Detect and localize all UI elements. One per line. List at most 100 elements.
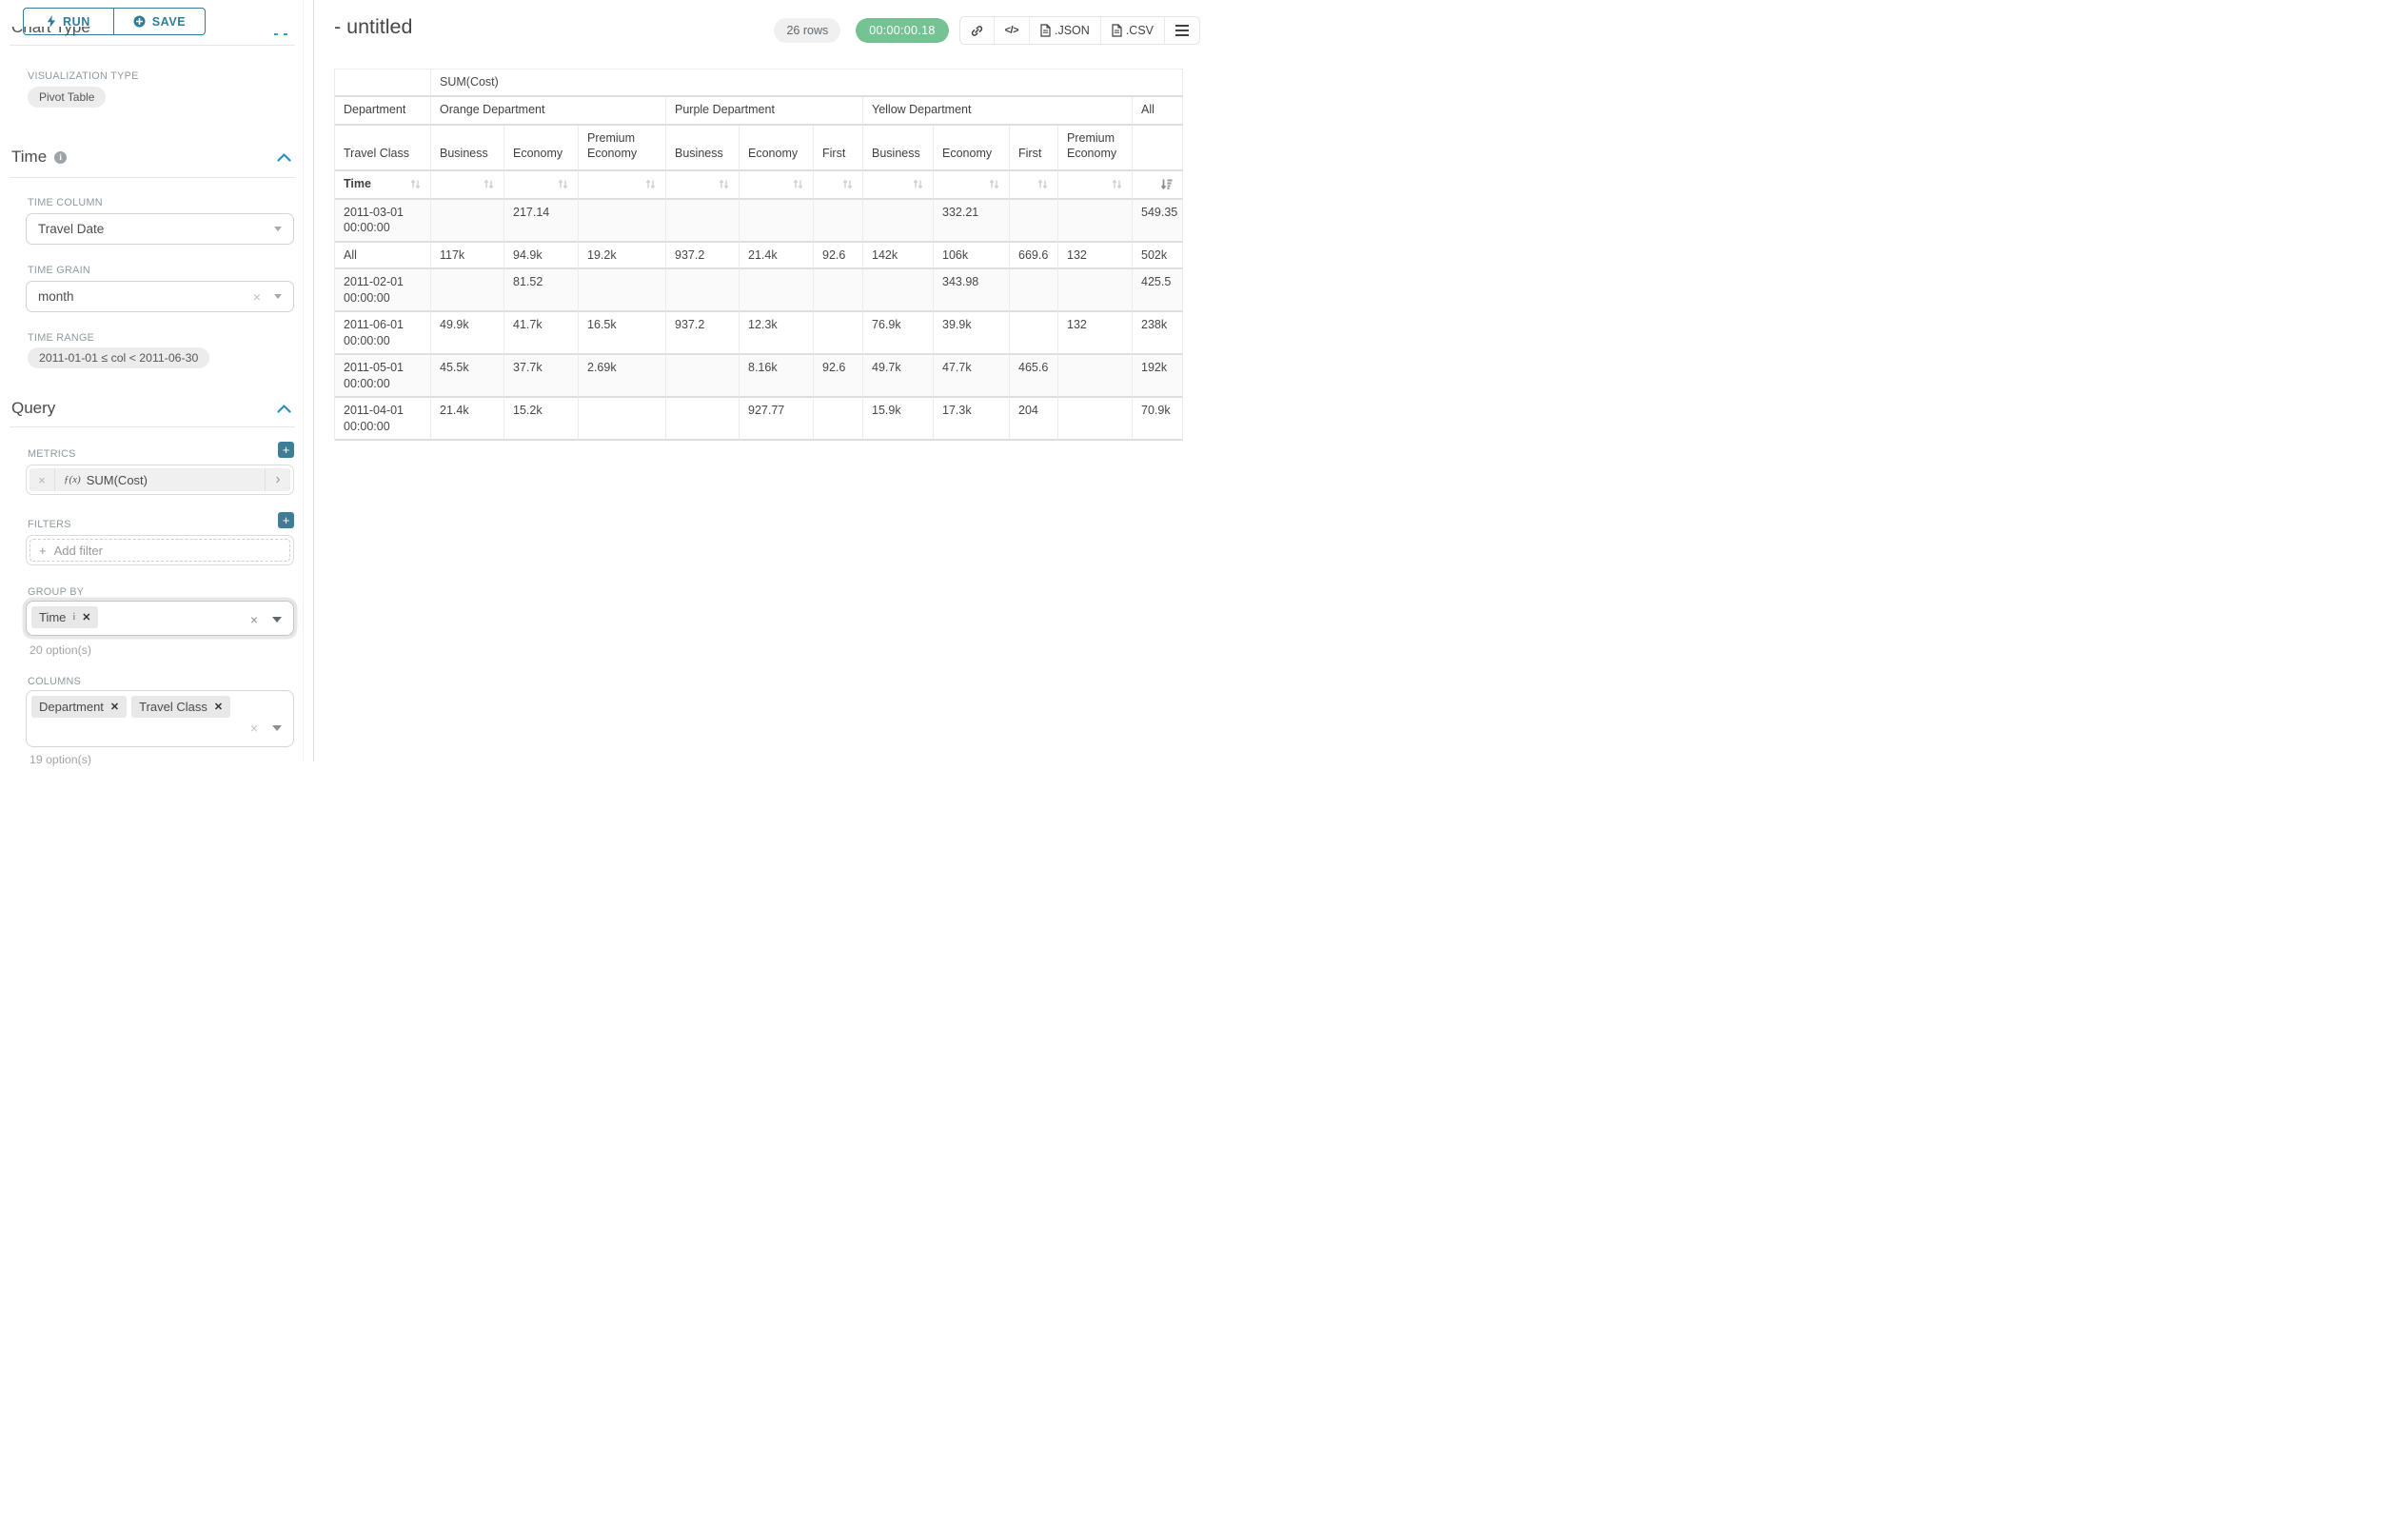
metric-header-row: SUM(Cost) (335, 69, 1184, 97)
sort-icon[interactable] (841, 178, 854, 190)
sort-icon[interactable] (644, 178, 657, 190)
pivot-table-container: SUM(Cost) Department Orange Department Pur… (334, 69, 1184, 441)
sort-cell[interactable] (1133, 170, 1184, 200)
pivot-cell: 132 (1058, 242, 1133, 269)
pivot-cell: 92.6 (814, 242, 863, 269)
sort-icon[interactable] (483, 178, 495, 190)
pivot-row-label: 2011-06-01 00:00:00 (335, 312, 431, 355)
selected-tag[interactable]: Travel Class ✕ (131, 696, 231, 718)
chart-title[interactable]: - untitled (334, 15, 413, 38)
group-by-options-hint: 20 option(s) (30, 643, 91, 657)
pivot-cell: 16.5k (579, 312, 666, 355)
metric-name: SUM(Cost) (86, 472, 148, 487)
view-query-button[interactable]: </> (994, 17, 1030, 44)
pivot-row-label: All (335, 242, 431, 269)
clear-icon[interactable]: × (252, 288, 261, 305)
fx-icon: ƒ(x) (64, 474, 81, 485)
chevron-up-icon[interactable] (277, 152, 291, 162)
chevron-right-icon[interactable]: › (265, 468, 290, 491)
pivot-cell: 15.2k (504, 398, 579, 441)
caret-down-icon[interactable] (272, 617, 282, 623)
pivot-cell (1058, 199, 1133, 243)
export-csv-button[interactable]: .CSV (1100, 17, 1165, 44)
selected-tag[interactable]: Time i ✕ (31, 606, 99, 628)
add-filter-control[interactable]: + Add filter (26, 535, 294, 565)
travel-class-header: Business (666, 125, 740, 171)
run-button[interactable]: RUN (23, 8, 114, 35)
visualization-type-value[interactable]: Pivot Table (28, 87, 107, 108)
caret-down-icon (274, 294, 282, 299)
time-range-value[interactable]: 2011-01-01 ≤ col < 2011-06-30 (28, 347, 210, 368)
panel-divider[interactable] (313, 0, 314, 762)
pivot-table: SUM(Cost) Department Orange Department Pur… (334, 69, 1184, 441)
pivot-cell: 8.16k (740, 355, 814, 398)
sort-icon[interactable] (1036, 178, 1049, 190)
chevron-up-icon[interactable] (277, 404, 291, 413)
pivot-cell (814, 199, 863, 243)
travel-class-header: First (814, 125, 863, 171)
info-icon[interactable]: i (72, 612, 76, 623)
pivot-cell (1010, 312, 1058, 355)
sort-cell[interactable] (1058, 170, 1133, 200)
time-grain-label: TIME GRAIN (28, 265, 90, 276)
sort-icon[interactable] (557, 178, 569, 190)
export-json-button[interactable]: .JSON (1030, 17, 1101, 44)
sort-icon[interactable] (1111, 178, 1123, 190)
export-csv-label: .CSV (1125, 24, 1154, 37)
metric-control[interactable]: × ƒ(x) SUM(Cost) › (26, 465, 294, 495)
sort-icon[interactable] (718, 178, 730, 190)
sort-cell[interactable] (431, 170, 504, 200)
selected-tag[interactable]: Department ✕ (31, 696, 128, 718)
pivot-row-label: 2011-05-01 00:00:00 (335, 355, 431, 398)
pivot-data-row: 2011-03-01 00:00:00 217.14 332.21 549.35 (335, 199, 1184, 243)
sort-cell[interactable] (740, 170, 814, 200)
group-by-select[interactable]: Time i ✕ × (26, 601, 294, 636)
time-grain-select[interactable]: month × (26, 281, 294, 312)
sort-cell[interactable] (814, 170, 863, 200)
remove-metric-icon[interactable]: × (30, 468, 55, 491)
sort-cell[interactable] (504, 170, 579, 200)
department-group-header: Yellow Department (863, 96, 1133, 126)
row-dim-label: Department (335, 96, 431, 126)
add-filter-plus-button[interactable]: + (278, 512, 294, 528)
remove-tag-icon[interactable]: ✕ (82, 612, 91, 623)
pivot-cell (1058, 355, 1133, 398)
metric-header-cell: SUM(Cost) (431, 69, 1184, 97)
columns-options-hint: 19 option(s) (30, 753, 91, 766)
sort-icon[interactable] (912, 178, 924, 190)
add-metric-button[interactable]: + (278, 442, 294, 458)
sort-cell[interactable] (1010, 170, 1058, 200)
time-column-value: Travel Date (38, 222, 105, 236)
travel-class-header (1133, 125, 1184, 171)
remove-tag-icon[interactable]: ✕ (213, 702, 224, 713)
sort-cell[interactable] (579, 170, 666, 200)
travel-class-header: First (1010, 125, 1058, 171)
pivot-cell: 142k (863, 242, 934, 269)
copy-link-button[interactable] (959, 17, 995, 44)
caret-down-icon[interactable] (272, 725, 282, 731)
pivot-cell: 2.69k (579, 355, 666, 398)
pivot-cell (740, 199, 814, 243)
sort-icon[interactable] (409, 178, 422, 190)
time-sort-cell[interactable]: Time (335, 170, 431, 200)
sort-cell[interactable] (934, 170, 1010, 200)
columns-select[interactable]: Department ✕ Travel Class ✕ × (26, 690, 294, 747)
more-options-button[interactable] (1165, 17, 1199, 44)
pivot-cell (431, 269, 504, 312)
pivot-cell (579, 398, 666, 441)
query-section-header: Query (11, 399, 291, 418)
sort-cell[interactable] (666, 170, 740, 200)
filters-label: FILTERS (28, 519, 71, 530)
remove-tag-icon[interactable]: ✕ (109, 702, 120, 713)
info-icon[interactable]: i (54, 150, 68, 164)
clear-icon[interactable]: × (249, 721, 258, 736)
sort-icon[interactable] (792, 178, 804, 190)
pivot-cell: 217.14 (504, 199, 579, 243)
clear-icon[interactable]: × (249, 612, 258, 627)
sort-cell[interactable] (863, 170, 934, 200)
save-button[interactable]: SAVE (114, 8, 206, 35)
sort-desc-icon[interactable] (1160, 178, 1174, 190)
travel-class-header: Premium Economy (1058, 125, 1133, 171)
sort-icon[interactable] (988, 178, 1000, 190)
time-column-select[interactable]: Travel Date (26, 213, 294, 245)
